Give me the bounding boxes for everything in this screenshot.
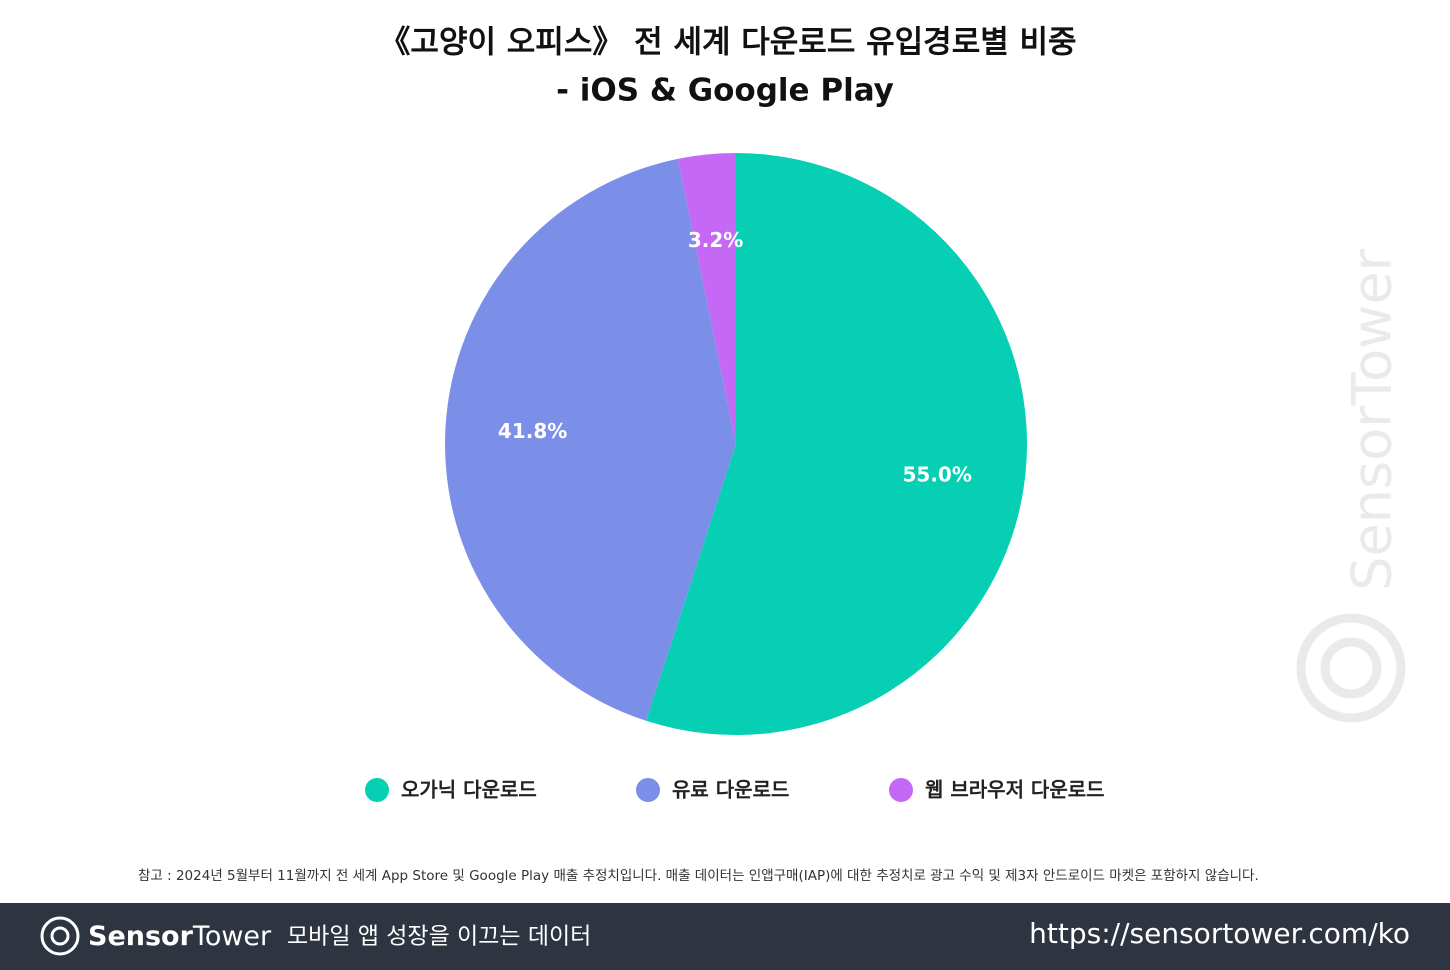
value-label: 41.8% — [498, 419, 567, 443]
legend-label: 오가닉 다운로드 — [401, 778, 537, 802]
footer-tagline: 모바일 앱 성장을 이끄는 데이터 — [287, 924, 591, 950]
pie-slice — [677, 153, 736, 444]
chart-subtitle: - iOS & Google Play — [556, 73, 894, 109]
footer-logo — [40, 916, 80, 956]
watermark-logo — [1320, 637, 1382, 699]
pie-slice — [445, 158, 736, 721]
watermark-text: SensorTower — [1341, 248, 1404, 590]
brand-bold: Sensor — [88, 921, 194, 952]
chart-title: 《고양이 오피스》 전 세계 다운로드 유입경로별 비중 — [379, 25, 1076, 61]
value-label: 55.0% — [902, 462, 971, 486]
footer-logo — [50, 926, 70, 946]
brand-light: Tower — [192, 921, 272, 952]
footer-bar — [0, 903, 1450, 970]
legend-marker — [889, 778, 913, 802]
watermark-logo — [1296, 613, 1406, 723]
value-label: 3.2% — [688, 228, 743, 252]
footer-brand: SensorTower — [88, 921, 272, 952]
pie-slice — [646, 153, 1027, 735]
legend-marker — [636, 778, 660, 802]
footer-url: https://sensortower.com/ko — [1029, 917, 1410, 950]
legend-label: 유료 다운로드 — [672, 778, 789, 802]
legend-label: 웹 브라우저 다운로드 — [925, 778, 1105, 802]
legend-marker — [365, 778, 389, 802]
watermark: SensorTower — [1296, 248, 1406, 723]
footnote: 참고 : 2024년 5월부터 11월까지 전 세계 App Store 및 G… — [138, 868, 1259, 884]
